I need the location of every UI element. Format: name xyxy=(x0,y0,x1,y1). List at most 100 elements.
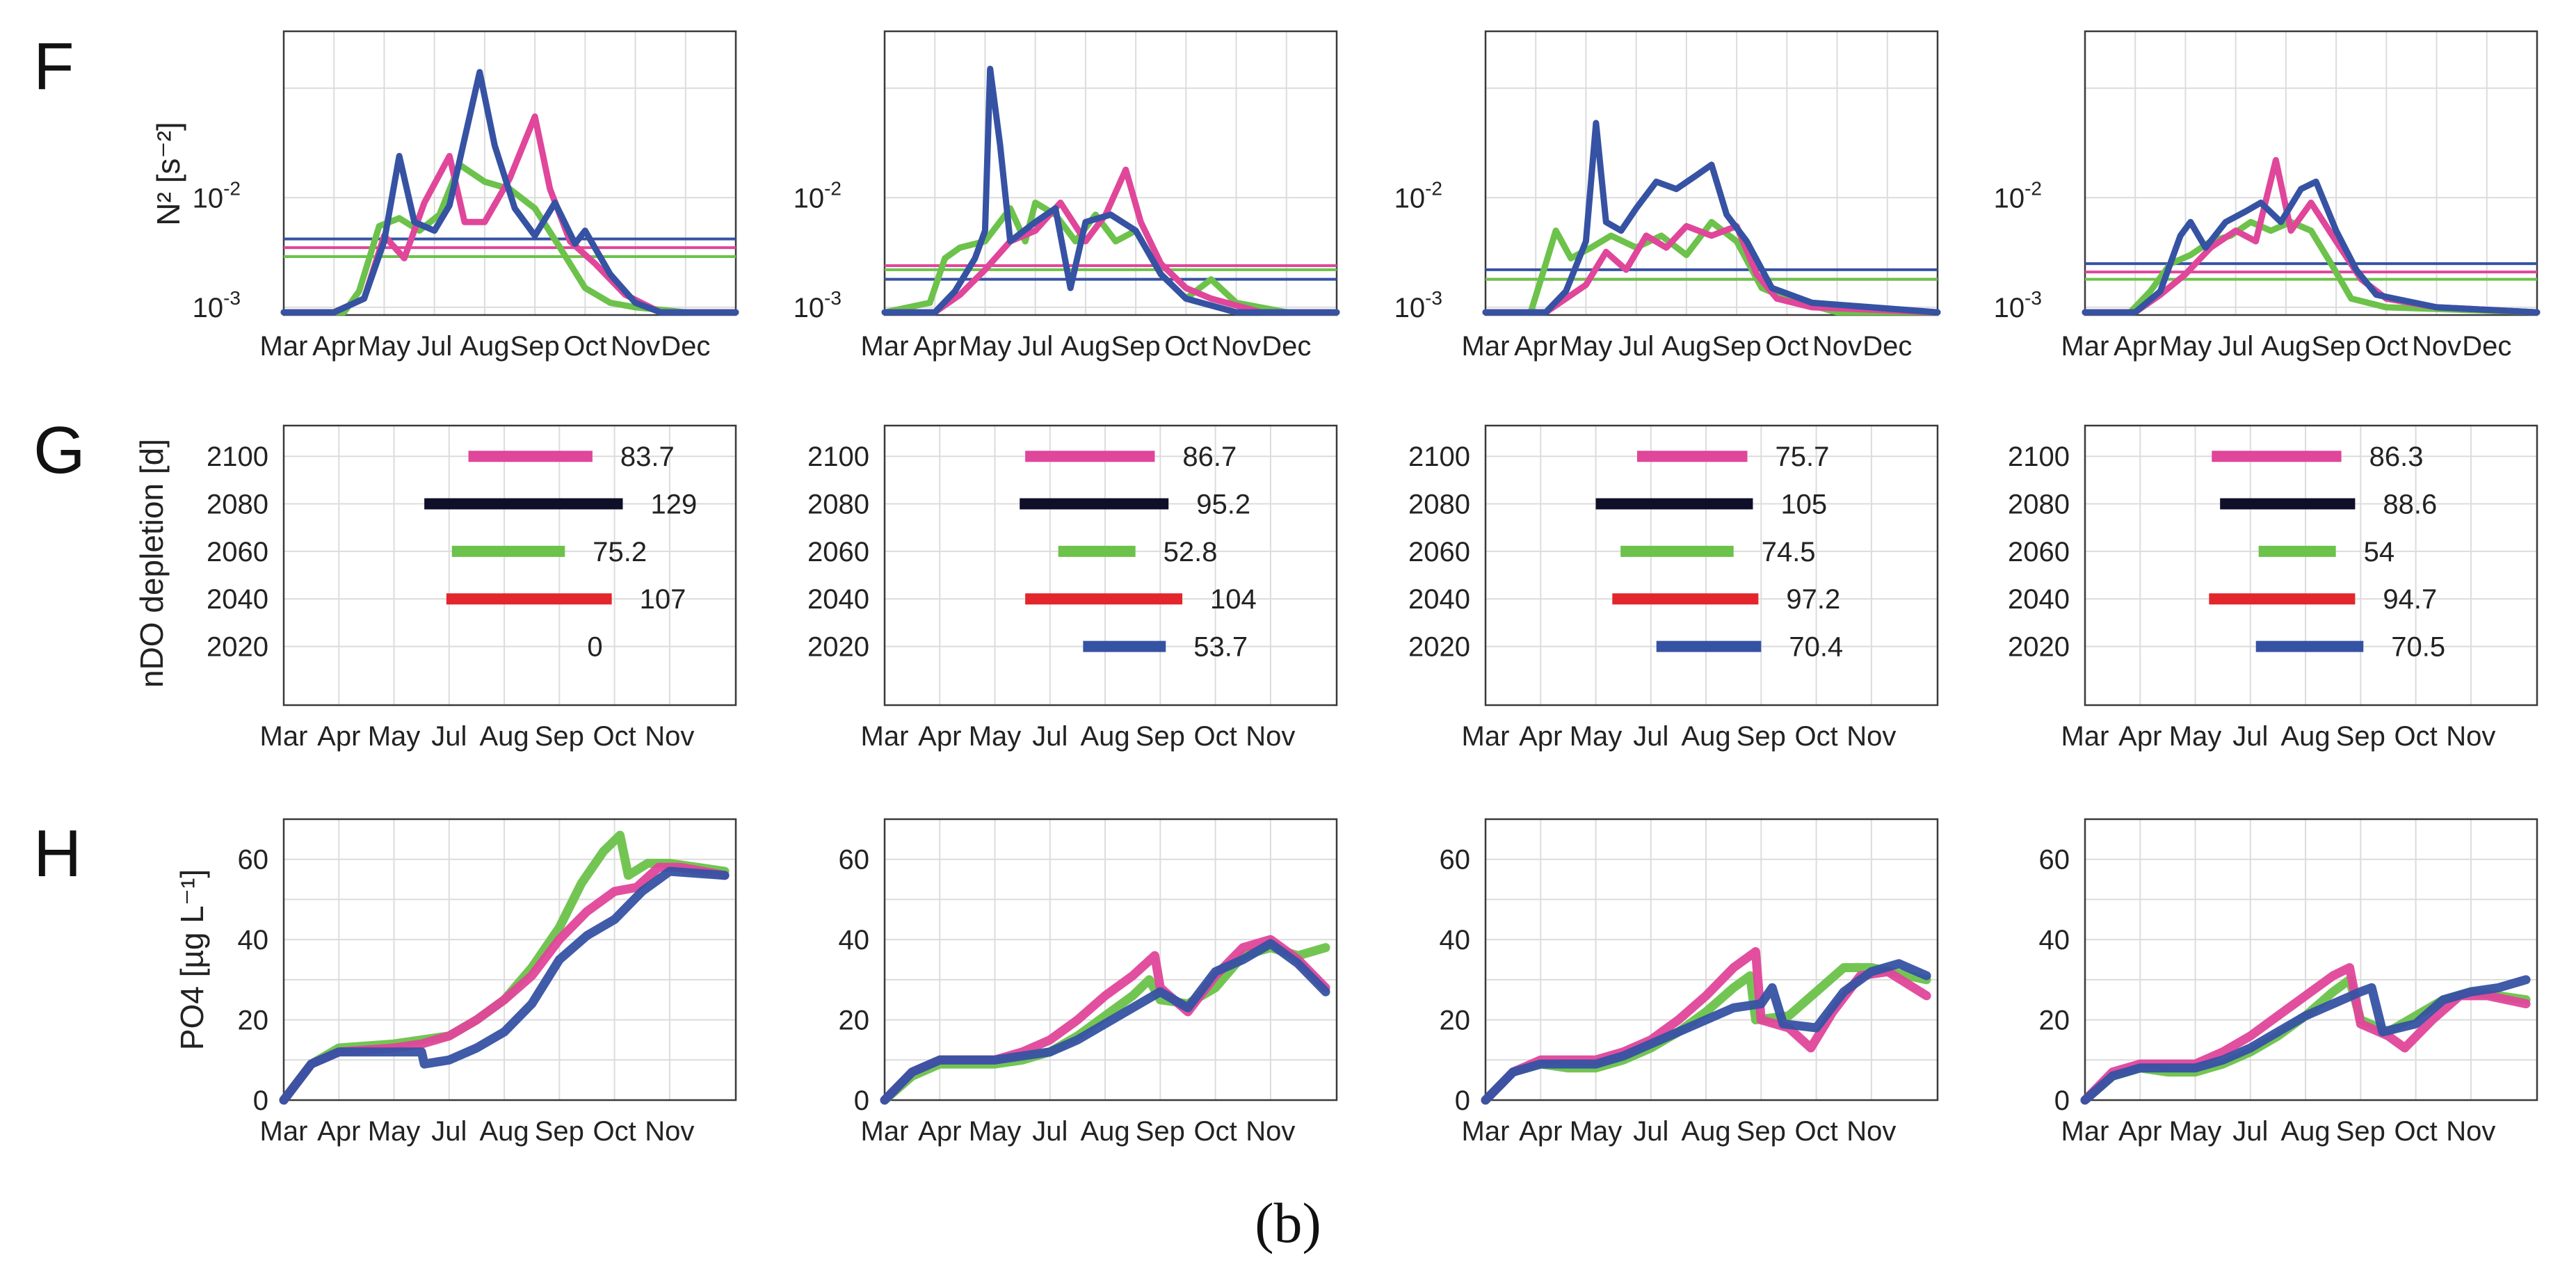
panel-g1-plot-area xyxy=(284,426,736,705)
panel-g4-ytick-label: 2080 xyxy=(2008,490,2070,520)
panel-g2-plot-area xyxy=(885,426,1337,705)
panel-f1-xtick-label: May xyxy=(358,331,411,362)
panel-g1-xtick-label: Apr xyxy=(317,721,360,752)
panel-g4-plot-area xyxy=(2085,426,2537,705)
panel-f4-ytick-exponent: -3 xyxy=(2024,287,2042,309)
panel-h4-xtick-label: Oct xyxy=(2394,1116,2437,1147)
panel-g4-ytick-label: 2020 xyxy=(2008,632,2070,663)
panel-h1-xtick-label: Jul xyxy=(431,1116,467,1147)
panel-f1-xtick-label: Jul xyxy=(417,331,452,362)
panel-g2-bar-label-2020: 53.7 xyxy=(1193,632,1248,663)
panel-f1-ytick-label: 10-3 xyxy=(193,287,241,323)
panel-f2-xtick-label: Mar xyxy=(861,331,909,362)
panel-h4-xtick-label: Nov xyxy=(2446,1116,2495,1147)
panel-f1-xtick-label: Mar xyxy=(260,331,308,362)
panel-g3-bar-label-2020: 70.4 xyxy=(1789,632,1843,663)
panel-g1-bar-label-2040: 107 xyxy=(640,584,686,615)
panel-g2-bar-label-2080: 95.2 xyxy=(1196,490,1250,520)
panel-h1-ytick-label: 20 xyxy=(238,1006,269,1036)
panel-g4-bar-label-2040: 94.7 xyxy=(2383,584,2437,615)
panel-g1-xtick-label: Aug xyxy=(479,721,529,752)
panel-g2-ytick-label: 2060 xyxy=(807,537,869,567)
panel-f3-xtick-label: Apr xyxy=(1514,331,1557,362)
panel-h1-series-blue xyxy=(279,866,730,1105)
panel-h4-xtick-label: Jul xyxy=(2232,1116,2268,1147)
panel-f3-xtick-label: Aug xyxy=(1661,331,1711,362)
panel-f1-xtick-label: Aug xyxy=(460,331,509,362)
y-axis-title-h: PO4 [µg L⁻¹] xyxy=(174,869,210,1050)
panel-h4-ytick-label: 0 xyxy=(2054,1086,2070,1116)
panel-g3-plot-area xyxy=(1486,426,1938,705)
row-letter-h: H xyxy=(33,816,82,891)
panel-g4-bar-label-2100: 86.3 xyxy=(2369,442,2424,472)
panel-g3-xtick-label: Jul xyxy=(1633,721,1668,752)
panel-f4-ytick-exponent: -2 xyxy=(2024,177,2042,199)
panel-g4-bar-label-2060: 54 xyxy=(2364,537,2395,567)
panel-g4-xtick-label: May xyxy=(2169,721,2222,752)
panel-h4-series-blue xyxy=(2080,975,2531,1105)
panel-h3-xtick-label: Aug xyxy=(1681,1116,1730,1147)
panel-h2-xtick-label: Mar xyxy=(861,1116,909,1147)
panel-h2-ytick-label: 20 xyxy=(839,1006,870,1036)
panel-h3-plot-area xyxy=(1486,819,1938,1100)
panel-g2-axes-frame xyxy=(883,424,1338,707)
panel-f3-ytick-label: 10-2 xyxy=(1394,177,1442,213)
panel-g2-xtick-label: Apr xyxy=(918,721,961,752)
panel-g2-bar-label-2100: 86.7 xyxy=(1182,442,1237,472)
panel-g3-bar-label-2060: 74.5 xyxy=(1762,537,1816,567)
panel-h4-xtick-label: May xyxy=(2169,1116,2222,1147)
panel-g1-bar-label-2060: 75.2 xyxy=(593,537,647,567)
panel-g2-bar-label-2040: 104 xyxy=(1210,584,1257,615)
panel-h1-xtick-label: Sep xyxy=(535,1116,584,1147)
panel-g1-bar-label-2080: 129 xyxy=(651,490,698,520)
panel-f3-ytick-exponent: -2 xyxy=(1425,177,1442,199)
panel-h4-axes-frame xyxy=(2084,818,2538,1101)
panel-g4-ytick-label: 2100 xyxy=(2008,442,2070,472)
panel-g1-bar-label-2100: 83.7 xyxy=(620,442,675,472)
panel-f1-ytick-exponent: -2 xyxy=(223,177,241,199)
panel-h2-axes-frame xyxy=(883,818,1338,1101)
panel-f4-series-blue xyxy=(2082,178,2541,316)
panel-g4-axes-frame xyxy=(2084,424,2538,707)
panel-h4-ytick-label: 20 xyxy=(2039,1006,2070,1036)
panel-g3-xtick-label: Nov xyxy=(1846,721,1896,752)
panel-h4-xtick-label: Sep xyxy=(2336,1116,2385,1147)
panel-g1-ytick-label: 2020 xyxy=(207,632,268,663)
panel-f1-xtick-label: Apr xyxy=(312,331,355,362)
panel-h2-xtick-label: Oct xyxy=(1193,1116,1237,1147)
panel-g3-ytick-label: 2040 xyxy=(1408,584,1470,615)
panel-h3-xtick-label: Mar xyxy=(1462,1116,1510,1147)
figure-caption: (b) xyxy=(1255,1191,1321,1254)
panel-g4-bar-label-2080: 88.6 xyxy=(2383,490,2437,520)
panel-f4-axes-frame xyxy=(2084,30,2538,316)
panel-f4-xtick-label: Mar xyxy=(2061,331,2109,362)
panel-g4-ytick-label: 2060 xyxy=(2008,537,2070,567)
panel-h2-xtick-label: Aug xyxy=(1080,1116,1129,1147)
panel-g3-xtick-label: Aug xyxy=(1681,721,1730,752)
panel-f4-xtick-label: Oct xyxy=(2365,331,2408,362)
panel-g1-ytick-label: 2100 xyxy=(207,442,268,472)
panel-f3-xtick-label: Jul xyxy=(1618,331,1654,362)
panel-f3-xtick-label: Oct xyxy=(1765,331,1808,362)
panel-h2-plot-area xyxy=(885,819,1337,1100)
panel-g3-ytick-label: 2020 xyxy=(1408,632,1470,663)
panel-h3-axes-frame xyxy=(1484,818,1939,1101)
panel-h3-ytick-label: 60 xyxy=(1440,845,1471,875)
panel-f1-xtick-label: Nov xyxy=(611,331,660,362)
panel-g4-xtick-label: Sep xyxy=(2336,721,2385,752)
panel-f2-xtick-label: Apr xyxy=(913,331,956,362)
panel-h2-ytick-label: 60 xyxy=(839,845,870,875)
row-letter-f: F xyxy=(33,29,74,104)
panel-g4-xtick-label: Aug xyxy=(2280,721,2330,752)
panel-h2-xtick-label: Sep xyxy=(1136,1116,1185,1147)
panel-g1-bar-label-2020: 0 xyxy=(587,632,602,663)
panel-h3-xtick-label: May xyxy=(1570,1116,1623,1147)
panel-f4-xtick-label: Aug xyxy=(2261,331,2310,362)
panel-g2-xtick-label: Jul xyxy=(1032,721,1068,752)
panel-g1-ytick-label: 2040 xyxy=(207,584,268,615)
panel-g1-axes-frame xyxy=(282,424,737,707)
panel-f2-ytick-exponent: -2 xyxy=(824,177,842,199)
panel-h1-xtick-label: Aug xyxy=(479,1116,529,1147)
panel-h2-ytick-label: 0 xyxy=(854,1086,869,1116)
panel-g3-bar-label-2100: 75.7 xyxy=(1776,442,1830,472)
